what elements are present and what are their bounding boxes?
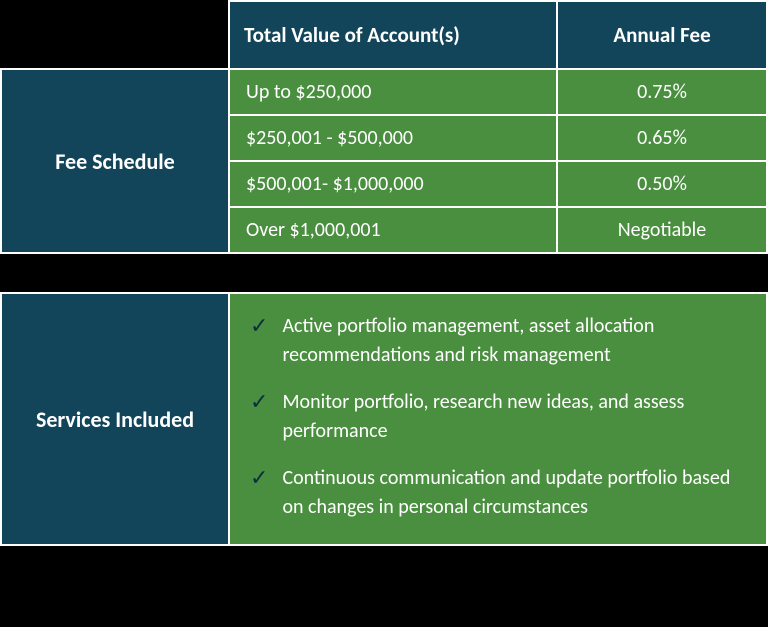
services-label: Services Included [1, 293, 229, 545]
tier-fee: 0.50% [557, 161, 767, 207]
check-icon: ✓ [250, 388, 268, 417]
fee-schedule-label: Fee Schedule [1, 69, 229, 253]
tier-fee: Negotiable [557, 207, 767, 253]
tier-fee: 0.65% [557, 115, 767, 161]
header-total-value: Total Value of Account(s) [229, 1, 557, 69]
tier-range: $500,001- $1,000,000 [229, 161, 557, 207]
check-icon: ✓ [250, 464, 268, 493]
service-item: ✓ Monitor portfolio, research new ideas,… [250, 388, 746, 446]
service-text: Continuous communication and update port… [282, 464, 746, 522]
service-item: ✓ Continuous communication and update po… [250, 464, 746, 522]
check-icon: ✓ [250, 312, 268, 341]
tier-range: Over $1,000,001 [229, 207, 557, 253]
service-text: Monitor portfolio, research new ideas, a… [282, 388, 746, 446]
tier-range: Up to $250,000 [229, 69, 557, 115]
service-item: ✓ Active portfolio management, asset all… [250, 312, 746, 370]
fee-table: Total Value of Account(s) Annual Fee Fee… [0, 0, 768, 546]
tier-range: $250,001 - $500,000 [229, 115, 557, 161]
header-blank [1, 1, 229, 69]
service-text: Active portfolio management, asset alloc… [282, 312, 746, 370]
spacer [1, 253, 229, 293]
tier-fee: 0.75% [557, 69, 767, 115]
spacer [229, 253, 767, 293]
services-list: ✓ Active portfolio management, asset all… [229, 293, 767, 545]
header-annual-fee: Annual Fee [557, 1, 767, 69]
